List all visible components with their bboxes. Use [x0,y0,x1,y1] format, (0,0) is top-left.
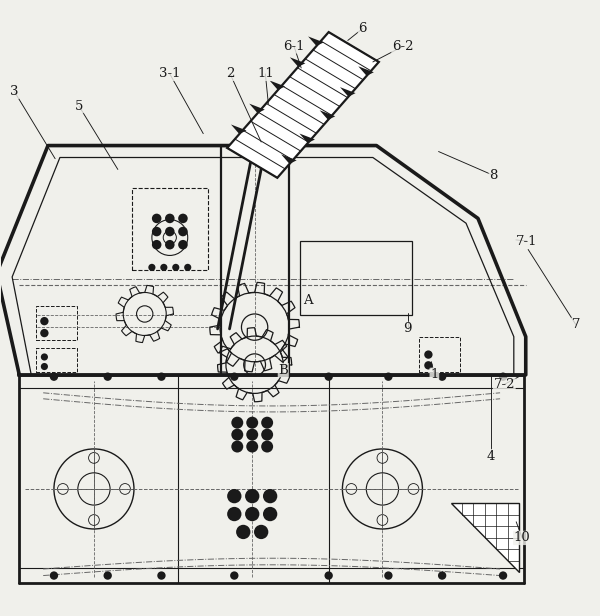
Circle shape [165,214,175,223]
Circle shape [152,214,161,223]
Polygon shape [231,124,247,134]
Polygon shape [451,503,519,572]
Bar [131,188,208,270]
Polygon shape [227,32,379,178]
Circle shape [165,227,175,237]
Text: 5: 5 [75,100,83,113]
Circle shape [157,373,166,381]
Circle shape [232,416,243,429]
Text: 7-2: 7-2 [493,378,515,391]
Polygon shape [308,36,323,46]
Circle shape [263,507,277,521]
Circle shape [438,373,446,381]
Text: 6-2: 6-2 [392,40,413,53]
Circle shape [50,572,58,580]
Circle shape [245,507,259,521]
Bar [36,348,77,372]
Circle shape [184,264,191,271]
Text: 1: 1 [430,368,439,381]
Circle shape [178,227,188,237]
Circle shape [254,525,268,539]
Circle shape [246,440,258,453]
Circle shape [261,416,273,429]
Polygon shape [269,81,285,90]
Circle shape [384,373,392,381]
Circle shape [236,525,250,539]
Circle shape [165,240,175,249]
Text: 11: 11 [257,67,274,81]
Circle shape [232,440,243,453]
Circle shape [424,351,433,359]
Polygon shape [281,155,296,164]
Text: 6-1: 6-1 [283,40,305,53]
Text: 3: 3 [10,85,19,99]
Circle shape [384,572,392,580]
Text: 9: 9 [403,322,412,335]
Circle shape [160,264,167,271]
Circle shape [438,572,446,580]
Circle shape [172,264,179,271]
Text: 7: 7 [572,318,580,331]
Circle shape [41,363,48,370]
Circle shape [40,317,49,325]
Circle shape [424,361,433,370]
Circle shape [499,373,507,381]
Polygon shape [299,134,315,143]
Bar [300,241,412,315]
Circle shape [325,373,333,381]
Bar [36,306,77,340]
Circle shape [227,489,241,503]
Text: 3-1: 3-1 [159,67,181,81]
Polygon shape [358,67,374,76]
Circle shape [152,227,161,237]
Circle shape [245,489,259,503]
Circle shape [157,572,166,580]
Circle shape [178,214,188,223]
Polygon shape [249,103,265,113]
Circle shape [104,373,112,381]
Circle shape [261,429,273,440]
Circle shape [261,440,273,453]
Circle shape [178,240,188,249]
Text: 6: 6 [358,22,367,35]
Circle shape [499,572,507,580]
Circle shape [148,264,155,271]
Circle shape [263,489,277,503]
Polygon shape [320,110,335,120]
Text: B: B [278,363,288,376]
Circle shape [325,572,333,580]
Circle shape [152,240,161,249]
Text: 2: 2 [226,67,235,81]
Circle shape [227,507,241,521]
Text: 10: 10 [514,532,530,545]
Bar [419,338,460,372]
Circle shape [41,354,48,360]
Text: 4: 4 [487,450,495,463]
Text: A: A [303,294,313,307]
Circle shape [246,429,258,440]
Polygon shape [290,57,305,67]
Circle shape [230,373,238,381]
Polygon shape [340,87,356,97]
Text: 7-1: 7-1 [516,235,538,248]
Text: 8: 8 [490,169,497,182]
Circle shape [230,572,238,580]
Circle shape [104,572,112,580]
Circle shape [50,373,58,381]
Circle shape [40,329,49,338]
Circle shape [232,429,243,440]
Circle shape [246,416,258,429]
